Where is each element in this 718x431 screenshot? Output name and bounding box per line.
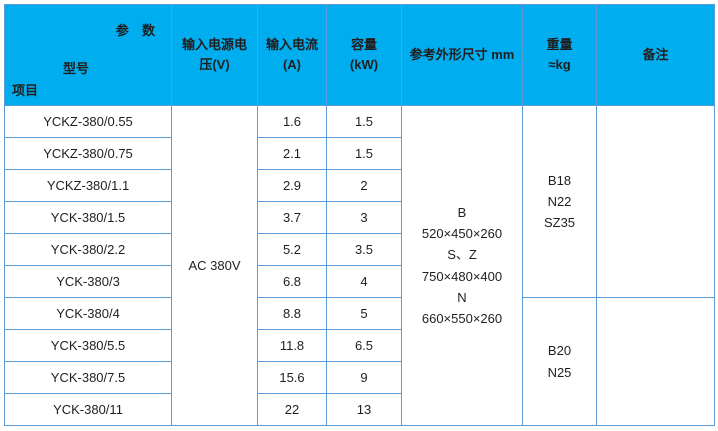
current-cell: 3.7 [257, 201, 327, 234]
model-cell: YCK-380/1.5 [4, 201, 172, 234]
table-row: YCK-380/1.5 3.7 3 [4, 201, 715, 234]
header-capacity-line2: (kW) [349, 57, 379, 72]
header-remarks-line1: 备注 [642, 46, 669, 62]
weight-cell-group2: B20 N25 [522, 297, 597, 426]
current-cell: 22 [257, 393, 327, 426]
current-cell: 15.6 [257, 361, 327, 394]
capacity-cell: 4 [326, 265, 402, 298]
capacity-cell: 9 [326, 361, 402, 394]
current-cell: 11.8 [257, 329, 327, 362]
header-input-current: 输入电流 (A) [257, 4, 327, 106]
header-corner-cell: 参 数 型号 项目 [4, 4, 172, 106]
capacity-cell: 13 [326, 393, 402, 426]
header-input-voltage-line1: 输入电源电 [181, 36, 247, 52]
header-weight: 重量 ≈kg [522, 4, 597, 106]
model-cell: YCK-380/7.5 [4, 361, 172, 394]
header-capacity: 容量 (kW) [326, 4, 402, 106]
weight-line: N22 [547, 193, 572, 209]
dimensions-cell: B 520×450×260 S、Z 750×480×400 N 660×550×… [401, 105, 523, 426]
header-input-voltage: 输入电源电 压(V) [171, 4, 258, 106]
header-input-current-line1: 输入电流 [265, 36, 318, 52]
dimensions-line: N [457, 289, 467, 305]
capacity-cell: 1.5 [326, 105, 402, 138]
current-cell: 2.1 [257, 137, 327, 170]
capacity-cell: 5 [326, 297, 402, 330]
table-row: YCK-380/5.5 11.8 6.5 [4, 329, 715, 362]
header-dimensions-line1: 参考外形尺寸 mm [409, 46, 515, 62]
dimensions-line: 520×450×260 [421, 225, 503, 241]
table-row: YCKZ-380/0.55 AC 380V 1.6 1.5 B 520×450×… [4, 105, 715, 426]
capacity-cell: 1.5 [326, 137, 402, 170]
current-cell: 2.9 [257, 169, 327, 202]
capacity-cell: 3.5 [326, 233, 402, 266]
current-cell: 6.8 [257, 265, 327, 298]
current-cell: 1.6 [257, 105, 327, 138]
model-cell: YCK-380/11 [4, 393, 172, 426]
model-cell: YCK-380/3 [4, 265, 172, 298]
capacity-cell: 3 [326, 201, 402, 234]
table-row: YCK-380/7.5 15.6 9 [4, 361, 715, 394]
weight-line: SZ35 [543, 215, 576, 231]
table-row: YCKZ-380/1.1 2.9 2 [4, 169, 715, 202]
header-dimensions: 参考外形尺寸 mm [401, 4, 523, 106]
header-capacity-line1: 容量 [350, 36, 377, 52]
table-row: YCK-380/2.2 5.2 3.5 [4, 233, 715, 266]
header-input-voltage-line2: 压(V) [199, 57, 230, 72]
model-cell: YCKZ-380/0.75 [4, 137, 172, 170]
dimensions-line: 750×480×400 [421, 268, 503, 284]
model-cell: YCK-380/5.5 [4, 329, 172, 362]
header-input-current-line2: (A) [282, 57, 302, 72]
model-cell: YCKZ-380/1.1 [4, 169, 172, 202]
header-weight-line1: 重量 [546, 36, 573, 52]
header-remarks: 备注 [596, 4, 715, 106]
header-corner-item-label: 项目 [12, 82, 39, 98]
weight-line: N25 [547, 364, 572, 380]
capacity-cell: 2 [326, 169, 402, 202]
header-row: 参 数 型号 项目 输入电源电 压(V) 输入电流 (A) 容量 (kW) [4, 4, 715, 106]
dimensions-line: 660×550×260 [421, 311, 503, 327]
table-row: YCK-380/11 22 13 [4, 393, 715, 426]
header-corner-model-label: 型号 [63, 61, 90, 76]
model-cell: YCKZ-380/0.55 [4, 105, 172, 138]
current-cell: 8.8 [257, 297, 327, 330]
model-cell: YCK-380/4 [4, 297, 172, 330]
remarks-cell-group2 [596, 297, 715, 426]
spec-table: 参 数 型号 项目 输入电源电 压(V) 输入电流 (A) 容量 (kW) [4, 4, 715, 426]
current-cell: 5.2 [257, 233, 327, 266]
table-row: YCK-380/4 8.8 5 B20 N25 [4, 297, 715, 426]
dimensions-line: S、Z [447, 247, 477, 263]
voltage-cell: AC 380V [171, 105, 258, 426]
model-cell: YCK-380/2.2 [4, 233, 172, 266]
dimensions-line: B [457, 204, 467, 220]
remarks-cell-group1 [596, 105, 715, 298]
table-row: YCKZ-380/0.75 2.1 1.5 [4, 137, 715, 170]
weight-line: B18 [547, 172, 572, 188]
weight-cell-group1: B18 N22 SZ35 [522, 105, 597, 298]
weight-line: B20 [547, 343, 572, 359]
capacity-cell: 6.5 [326, 329, 402, 362]
header-weight-line2: ≈kg [548, 57, 571, 72]
header-corner-param-label: 参 数 [115, 23, 157, 38]
